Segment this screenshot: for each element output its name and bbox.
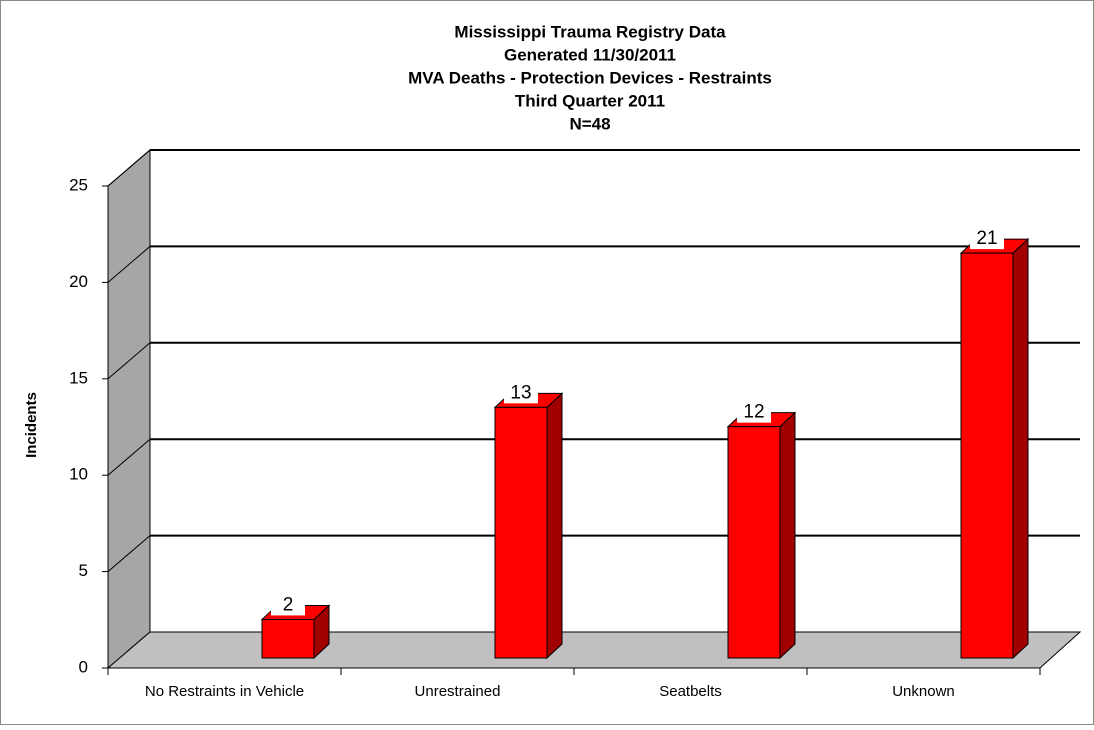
value-label-box (737, 400, 771, 423)
value-label: 21 (976, 228, 997, 249)
x-tick-label: No Restraints in Vehicle (145, 683, 304, 700)
value-label: 12 (743, 402, 764, 423)
y-tick-label: 20 (69, 272, 88, 291)
grid-line (107, 438, 151, 476)
bar-side (1012, 237, 1029, 660)
grid-line (107, 149, 151, 187)
bar (493, 392, 564, 660)
chart-title: MVA Deaths - Protection Devices - Restra… (408, 68, 772, 87)
side-wall (107, 148, 151, 670)
y-tick-label: 10 (69, 465, 88, 484)
grid-line (107, 246, 151, 283)
bar-side (546, 392, 563, 660)
bar-front (494, 406, 548, 659)
x-tick-label: Seatbelts (659, 683, 722, 700)
bar (726, 411, 797, 660)
chart-title: Generated 11/30/2011 (504, 45, 676, 64)
bar-side (779, 411, 796, 660)
bar (959, 237, 1030, 660)
floor (106, 631, 1082, 669)
bar-front (960, 252, 1014, 659)
y-tick-label: 5 (79, 561, 88, 580)
value-label: 13 (510, 382, 531, 403)
y-tick-label: 0 (79, 657, 88, 676)
value-label: 2 (283, 594, 294, 615)
grid-line (107, 342, 151, 380)
bar-front (727, 426, 781, 659)
y-tick-label: 15 (69, 368, 88, 387)
x-tick-label: Unrestrained (415, 683, 501, 700)
chart-title: N=48 (569, 114, 610, 133)
x-tick-label: Unknown (892, 683, 955, 700)
chart-title: Third Quarter 2011 (515, 91, 665, 110)
y-axis-label: Incidents (23, 392, 40, 458)
bar-front (261, 618, 315, 659)
value-label-box (504, 381, 538, 404)
value-label-box (970, 227, 1004, 250)
chart-title: Mississippi Trauma Registry Data (454, 22, 726, 41)
y-tick-label: 25 (69, 175, 88, 194)
grid-line (107, 535, 151, 572)
value-label-box (271, 593, 305, 616)
